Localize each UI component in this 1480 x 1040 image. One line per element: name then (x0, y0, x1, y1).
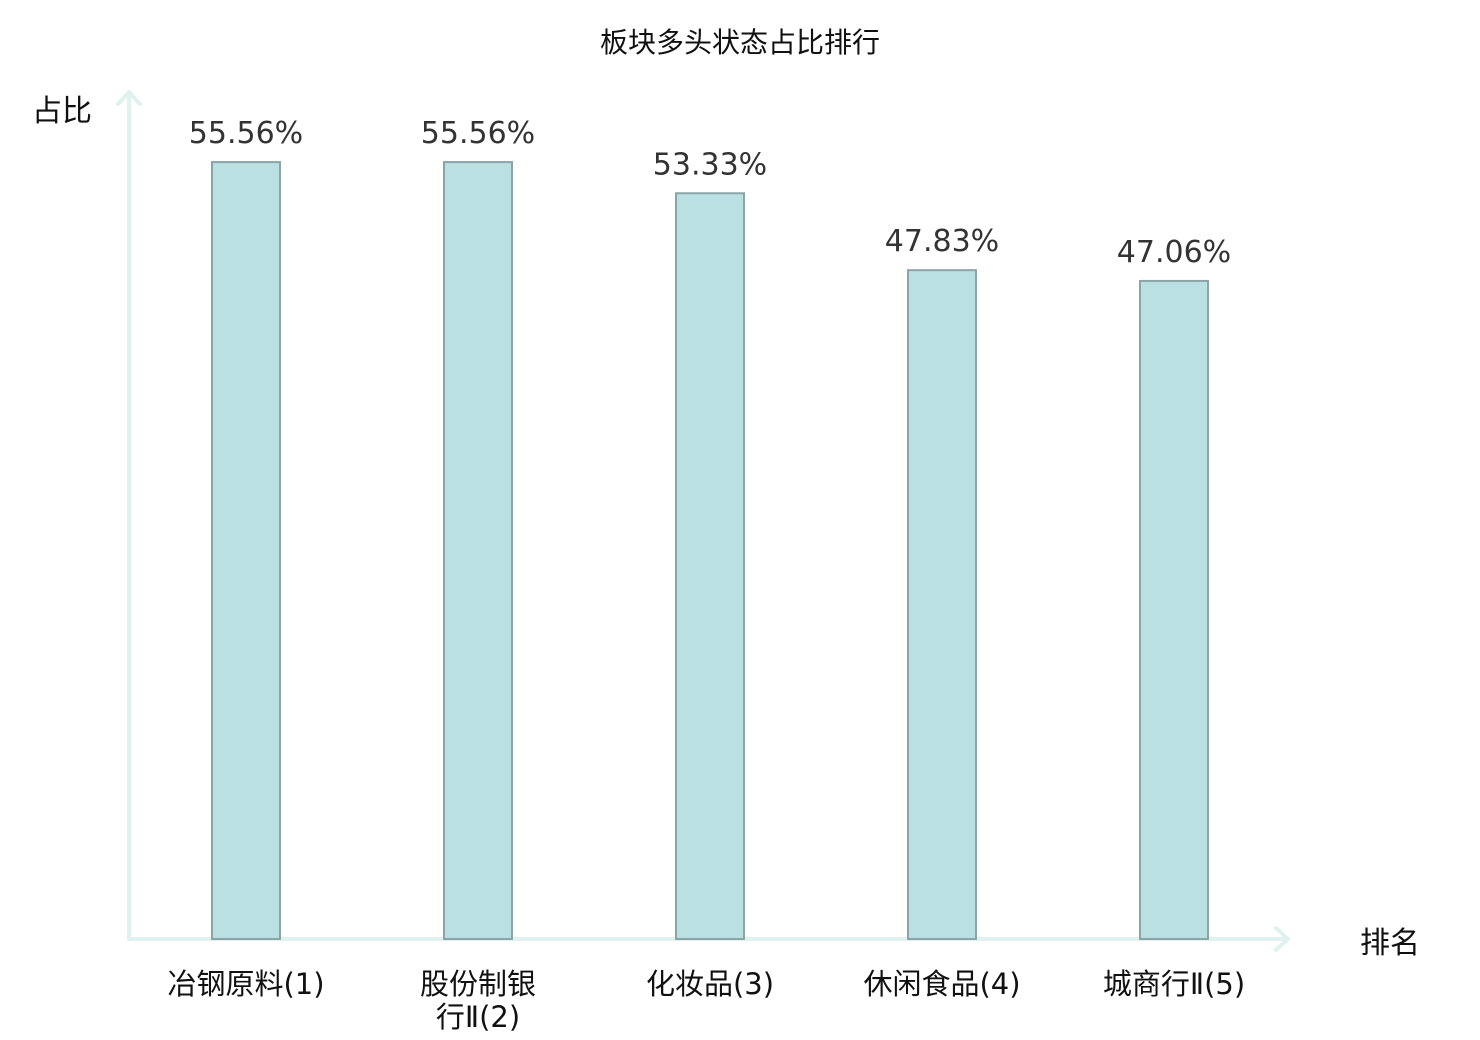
category-label-line: 股份制银 (420, 967, 536, 1001)
x-axis-label: 排名 (1360, 926, 1420, 961)
value-label-5: 47.06% (1117, 235, 1231, 270)
bar-1 (211, 161, 281, 940)
value-labels: 55.56% 55.56% 53.33% 47.83% 47.06% (189, 116, 1231, 270)
value-label-1: 55.56% (189, 116, 303, 151)
category-label-line: 冶钢原料(1) (167, 967, 324, 1001)
value-label-4: 47.83% (885, 224, 999, 259)
chart-title: 板块多头状态占比排行 (600, 26, 880, 59)
value-label-3: 53.33% (653, 147, 767, 182)
category-label-line: 城商行Ⅱ(5) (1103, 967, 1245, 1001)
bar-2 (443, 161, 513, 940)
bar-5 (1139, 279, 1209, 940)
category-label-line: 化妆品(3) (646, 967, 774, 1001)
y-axis (116, 90, 142, 941)
y-axis-label: 占比 (32, 94, 92, 129)
category-label-1: 冶钢原料(1) (167, 967, 324, 1001)
category-label-2: 股份制银行Ⅱ(2) (420, 967, 536, 1034)
value-label-2: 55.56% (421, 116, 535, 151)
category-labels: 冶钢原料(1) 股份制银行Ⅱ(2) 化妆品(3) 休闲食品(4) 城商行Ⅱ(5) (167, 967, 1245, 1034)
category-label-3: 化妆品(3) (646, 967, 774, 1001)
category-label-5: 城商行Ⅱ(5) (1103, 967, 1245, 1001)
bar-4 (907, 269, 977, 940)
category-label-line: 休闲食品(4) (863, 967, 1020, 1001)
x-axis-arrow (1274, 926, 1290, 952)
category-label-4: 休闲食品(4) (863, 967, 1020, 1001)
y-axis-arrow (116, 90, 142, 106)
category-label-line: 行Ⅱ(2) (436, 1000, 520, 1034)
bars (211, 161, 1209, 940)
bar-3 (675, 192, 745, 940)
